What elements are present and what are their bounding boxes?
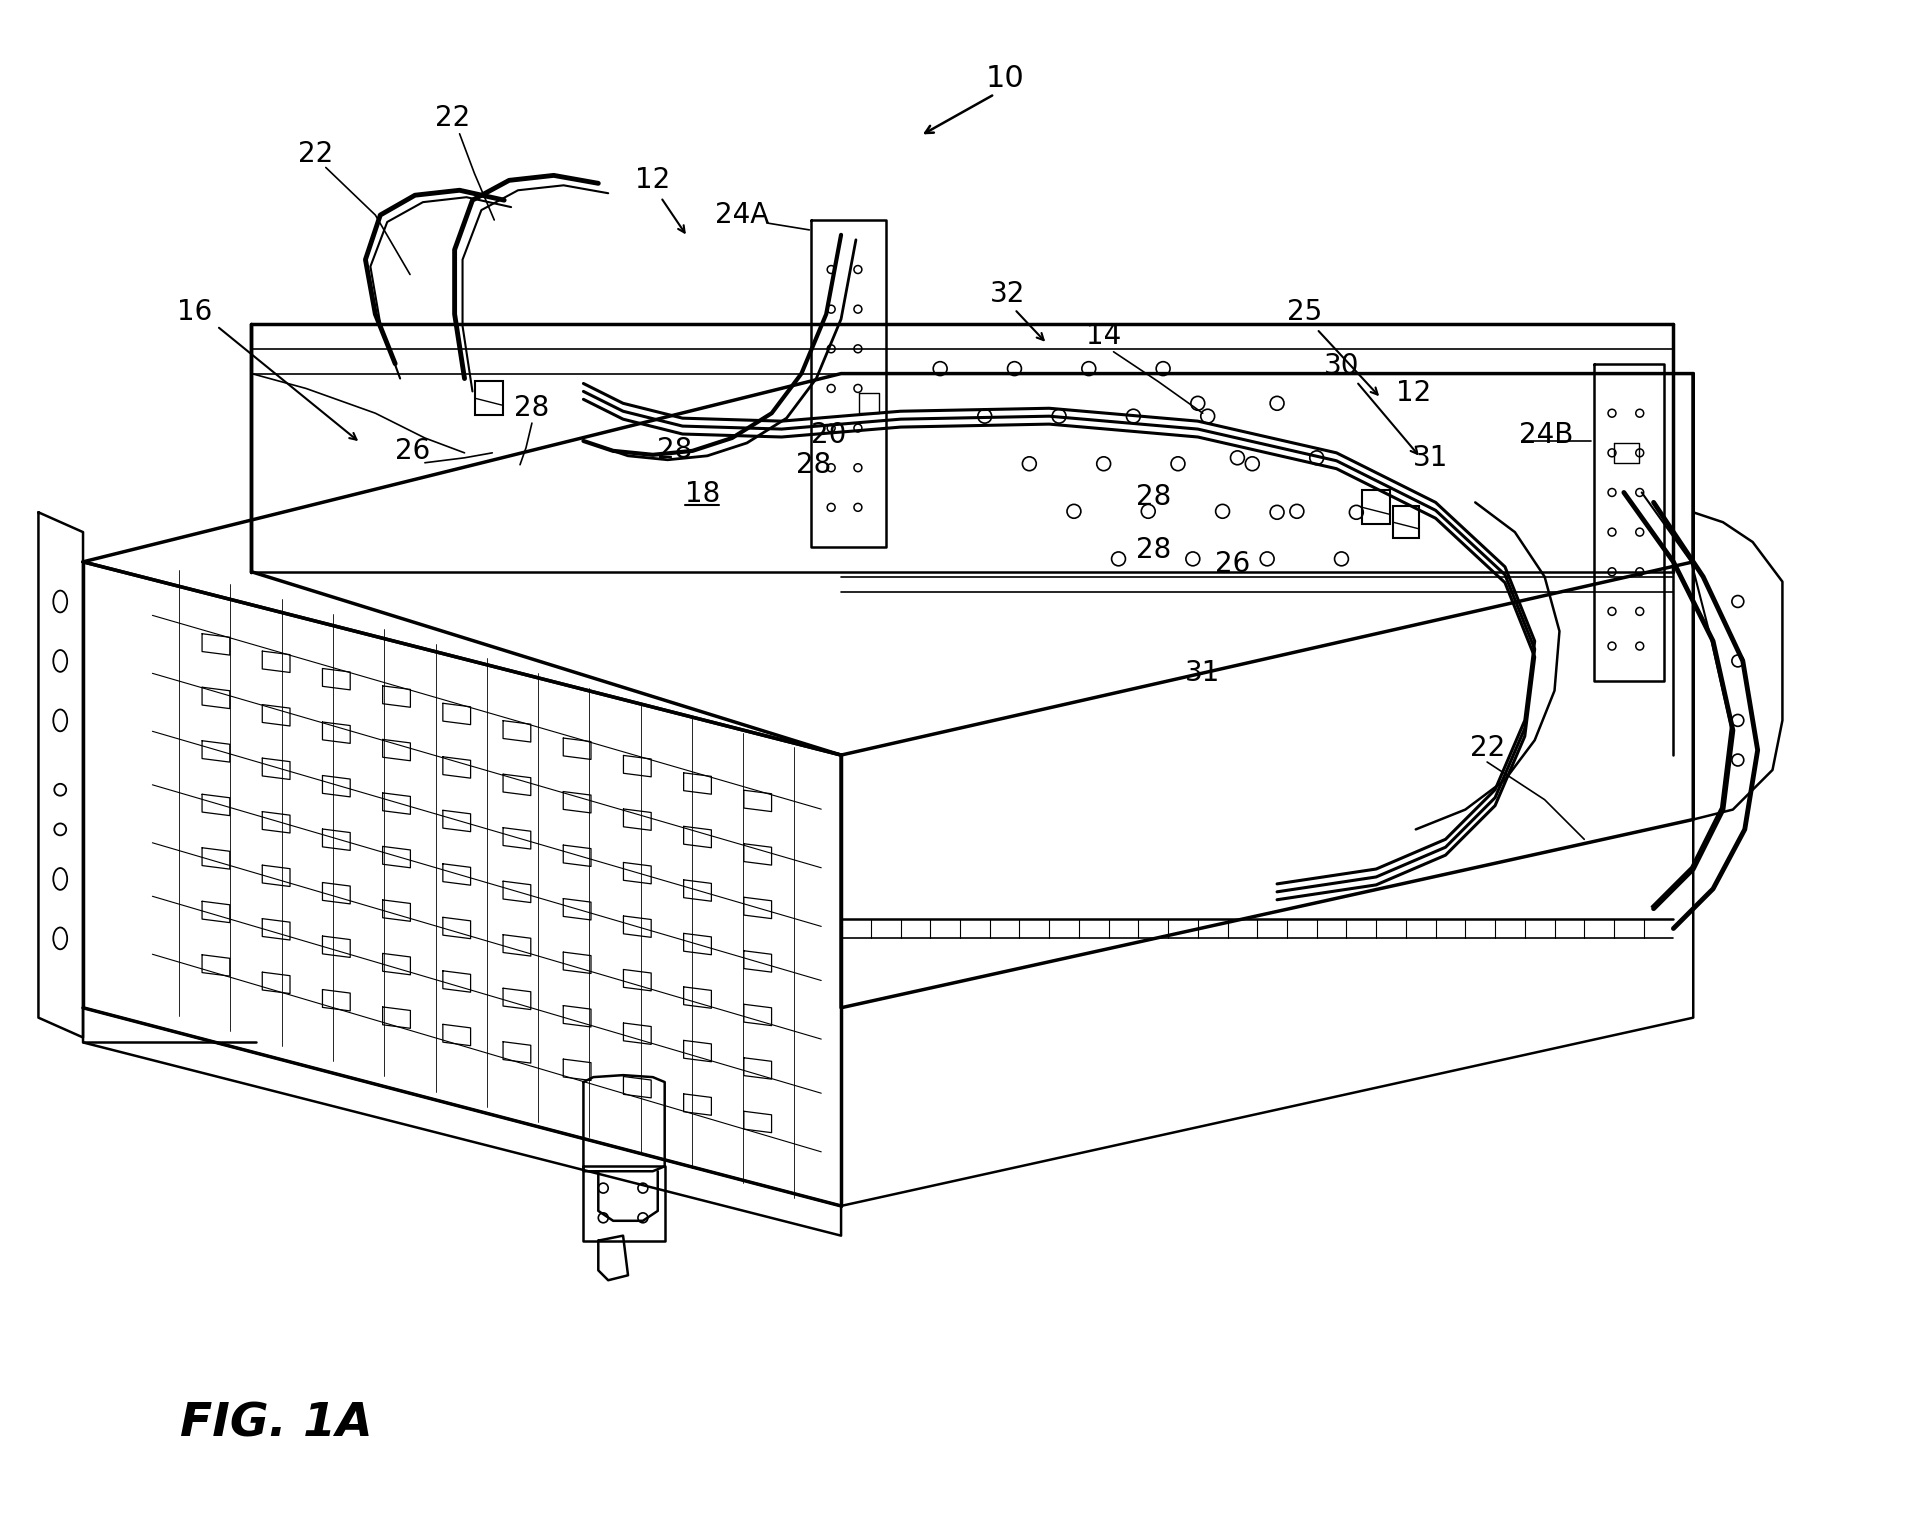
Text: 16: 16 bbox=[178, 298, 212, 327]
Text: 22: 22 bbox=[1468, 734, 1504, 761]
Text: 26: 26 bbox=[394, 436, 431, 465]
Text: 24B: 24B bbox=[1518, 421, 1573, 449]
Text: 31: 31 bbox=[1185, 659, 1219, 687]
Text: 28: 28 bbox=[796, 450, 831, 479]
Text: 28: 28 bbox=[657, 436, 691, 464]
Text: 18: 18 bbox=[685, 481, 720, 508]
Text: 10: 10 bbox=[984, 64, 1024, 93]
Bar bbox=[475, 380, 503, 415]
Text: 28: 28 bbox=[515, 394, 549, 423]
Bar bbox=[1361, 490, 1390, 525]
Text: 32: 32 bbox=[990, 281, 1024, 308]
Text: 25: 25 bbox=[1286, 298, 1323, 327]
Text: FIG. 1A: FIG. 1A bbox=[180, 1401, 373, 1447]
Text: 26: 26 bbox=[1213, 549, 1250, 578]
Text: 12: 12 bbox=[635, 166, 670, 194]
Text: 28: 28 bbox=[1135, 536, 1169, 565]
Text: 24A: 24A bbox=[714, 201, 769, 229]
Text: 20: 20 bbox=[812, 421, 846, 449]
Text: 22: 22 bbox=[434, 104, 471, 131]
Text: 22: 22 bbox=[299, 139, 333, 168]
Text: 31: 31 bbox=[1413, 444, 1447, 472]
Bar bbox=[1391, 507, 1418, 539]
Text: 14: 14 bbox=[1085, 322, 1122, 349]
Text: 30: 30 bbox=[1323, 351, 1359, 380]
Text: 12: 12 bbox=[1395, 380, 1430, 407]
Text: 28: 28 bbox=[1135, 484, 1169, 511]
